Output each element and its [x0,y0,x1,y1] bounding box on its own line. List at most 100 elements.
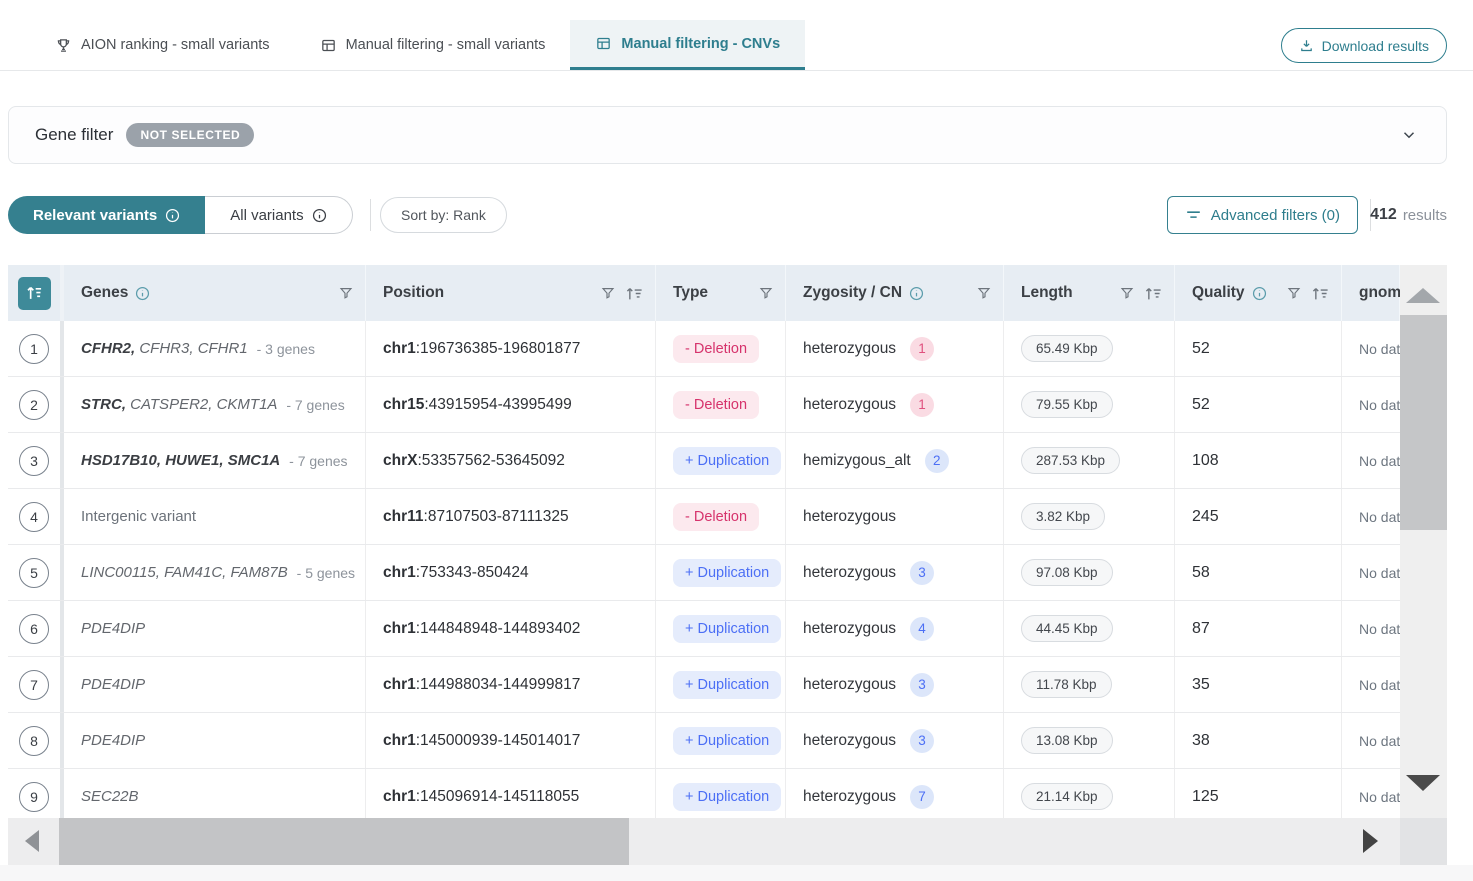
gnomad-value: No dat [1359,676,1400,693]
trophy-icon [55,37,72,54]
table-row[interactable]: 5 LINC00115, FAM41C, FAM87B - 5 genes ch… [8,545,1400,601]
sort-icon[interactable] [1144,286,1162,301]
zygosity-cell: hemizygous_alt 2 [786,433,1004,488]
chromosome: chr1 [383,563,416,581]
relevant-variants-button[interactable]: Relevant variants [8,196,206,234]
scroll-up-arrow[interactable] [1406,288,1440,303]
table-row[interactable]: 1 CFHR2, CFHR3, CFHR1 - 3 genes chr1:196… [8,321,1400,377]
gene-name: FAM87B [230,564,288,581]
chromosome: chr1 [383,675,416,693]
column-label: Genes [81,284,129,301]
vertical-scrollbar-thumb[interactable] [1400,315,1447,530]
position-cell: chr11:87107503-87111325 [366,489,656,544]
gene-name: LINC00115, [81,564,165,581]
zygosity-value: heterozygous [803,787,897,805]
genes-cell: PDE4DIP [64,713,366,768]
table-body: 1 CFHR2, CFHR3, CFHR1 - 3 genes chr1:196… [8,321,1400,825]
scroll-right-arrow[interactable] [1363,829,1378,853]
sort-icon[interactable] [1311,286,1329,301]
gene-name: HUWE1, [165,452,228,469]
genes-cell: LINC00115, FAM41C, FAM87B - 5 genes [64,545,366,600]
tab-label: Manual filtering - small variants [345,37,546,53]
length-cell: 44.45 Kbp [1004,601,1175,656]
zygosity-cell: heterozygous 3 [786,657,1004,712]
horizontal-scrollbar-thumb[interactable] [59,818,629,865]
type-cell: + Duplication [656,769,786,824]
quality-cell: 38 [1175,713,1342,768]
position-cell: chr1:753343-850424 [366,545,656,600]
table-row[interactable]: 4 Intergenic variant chr11:87107503-8711… [8,489,1400,545]
quality-cell: 125 [1175,769,1342,824]
gnomad-cell: No dat [1342,713,1400,768]
filter-icon[interactable] [977,286,991,300]
coordinates: :53357562-53645092 [417,451,565,469]
filter-icon[interactable] [759,286,773,300]
length-pill: 79.55 Kbp [1021,391,1113,418]
info-icon[interactable] [312,208,327,223]
tab-manual-filtering-cnvs[interactable]: Manual filtering - CNVs [570,20,806,70]
tab-manual-filtering-small-variants[interactable]: Manual filtering - small variants [295,20,571,70]
quality-cell: 52 [1175,321,1342,376]
scroll-left-arrow[interactable] [25,830,39,852]
advanced-filters-button[interactable]: Advanced filters (0) [1166,196,1358,234]
table-row[interactable]: 9 SEC22B chr1:145096914-145118055 + Dupl… [8,769,1400,825]
row-rank-badge: 6 [19,613,49,644]
gnomad-value: No dat [1359,452,1400,469]
filter-icon[interactable] [339,286,353,300]
row-rank-badge: 3 [19,445,49,476]
gene-count-suffix: - 7 genes [285,452,348,469]
tab-aion-ranking[interactable]: AION ranking - small variants [30,20,295,70]
filter-icon[interactable] [1287,286,1301,300]
scroll-down-arrow[interactable] [1406,775,1440,791]
column-label: gnom [1359,284,1400,301]
column-header-position: Position [366,265,656,321]
table-row[interactable]: 8 PDE4DIP chr1:145000939-145014017 + Dup… [8,713,1400,769]
all-variants-button[interactable]: All variants [205,196,353,234]
position-cell: chr1:144848948-144893402 [366,601,656,656]
position-cell: chr1:145096914-145118055 [366,769,656,824]
coordinates: :145000939-145014017 [415,731,581,749]
column-label: Type [673,284,709,301]
column-header-rank [8,265,64,321]
cn-badge: 3 [910,560,935,585]
filter-icon[interactable] [601,286,615,300]
vertical-scrollbar[interactable] [1400,265,1447,818]
sort-icon[interactable] [625,286,643,301]
quality-value: 108 [1192,451,1219,469]
tabbar-underline [0,70,1473,71]
quality-cell: 245 [1175,489,1342,544]
genes-cell: PDE4DIP [64,601,366,656]
gene-filter-panel[interactable]: Gene filter NOT SELECTED [8,106,1447,164]
chevron-down-icon[interactable] [1400,126,1418,144]
gnomad-cell: No dat [1342,601,1400,656]
download-results-button[interactable]: Download results [1280,28,1447,63]
info-icon[interactable] [135,286,150,301]
gene-name: STRC, [81,396,131,413]
info-icon[interactable] [909,286,924,301]
horizontal-scrollbar[interactable] [8,818,1400,865]
gnomad-value: No dat [1359,396,1400,413]
info-icon[interactable] [1252,286,1267,301]
sort-rank-icon[interactable] [17,276,51,310]
sort-by-button[interactable]: Sort by: Rank [380,197,507,233]
column-header-zygosity: Zygosity / CN [786,265,1004,321]
rank-cell: 1 [8,321,64,376]
gnomad-value: No dat [1359,564,1400,581]
row-rank-badge: 8 [19,725,49,756]
gene-name: PDE4DIP [81,676,146,693]
zygosity-value: heterozygous [803,731,897,749]
gnomad-value: No dat [1359,508,1400,525]
gene-filter-label: Gene filter [35,125,114,144]
info-icon[interactable] [165,208,180,223]
gene-name: CFHR3, [139,340,198,357]
gnomad-value: No dat [1359,340,1400,357]
controls-row: Relevant variants All variants Sort by: … [8,196,1447,234]
table-row[interactable]: 7 PDE4DIP chr1:144988034-144999817 + Dup… [8,657,1400,713]
table-row[interactable]: 3 HSD17B10, HUWE1, SMC1A - 7 genes chrX:… [8,433,1400,489]
column-label: Length [1021,284,1073,301]
type-badge: - Deletion [673,390,760,419]
table-row[interactable]: 2 STRC, CATSPER2, CKMT1A - 7 genes chr15… [8,377,1400,433]
table-row[interactable]: 6 PDE4DIP chr1:144848948-144893402 + Dup… [8,601,1400,657]
zygosity-value: heterozygous [803,563,897,581]
filter-icon[interactable] [1120,286,1134,300]
